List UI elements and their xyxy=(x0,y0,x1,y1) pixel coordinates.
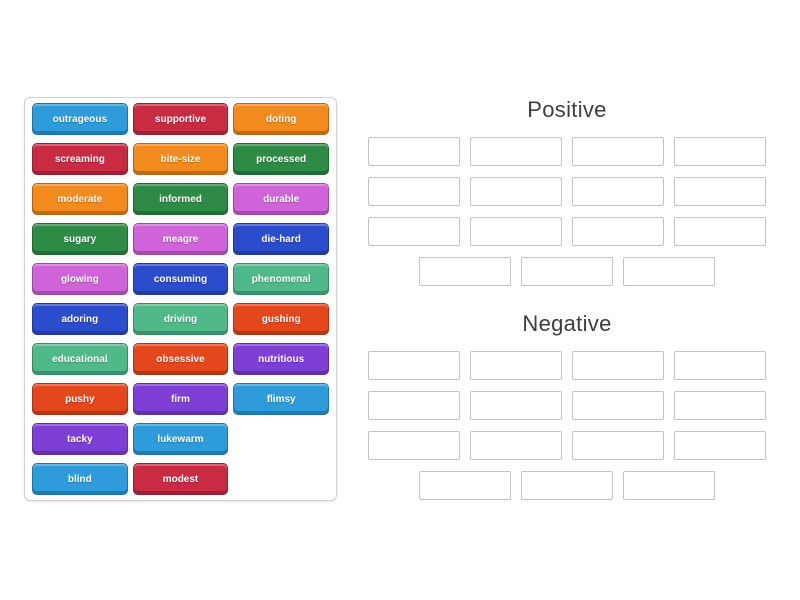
word-tile[interactable]: lukewarm xyxy=(132,423,229,455)
drop-slot[interactable] xyxy=(470,137,562,166)
drop-slot[interactable] xyxy=(368,351,460,380)
drop-slot[interactable] xyxy=(623,257,715,286)
word-bank: outrageous supportive doting screaming bite-… xyxy=(24,97,337,501)
slot-row xyxy=(368,391,766,420)
drop-slot[interactable] xyxy=(419,257,511,286)
word-tile[interactable]: meagre xyxy=(132,223,229,255)
drop-slot[interactable] xyxy=(674,217,766,246)
word-tile[interactable]: blind xyxy=(32,463,128,495)
drop-slot[interactable] xyxy=(470,431,562,460)
word-tile[interactable]: obsessive xyxy=(132,343,229,375)
word-tile[interactable]: durable xyxy=(233,183,329,215)
word-tile[interactable]: driving xyxy=(132,303,229,335)
drop-slot[interactable] xyxy=(521,471,613,500)
drop-slot[interactable] xyxy=(419,471,511,500)
drop-slot[interactable] xyxy=(470,351,562,380)
slot-row xyxy=(368,217,766,246)
slot-rows-negative xyxy=(368,351,766,500)
word-tile[interactable]: gushing xyxy=(233,303,329,335)
word-tile[interactable]: adoring xyxy=(32,303,128,335)
slot-rows-positive xyxy=(368,137,766,286)
slot-row xyxy=(419,471,715,500)
drop-slot[interactable] xyxy=(572,351,664,380)
slot-row xyxy=(368,431,766,460)
word-tile[interactable]: phenomenal xyxy=(233,263,329,295)
word-tile[interactable]: doting xyxy=(233,103,329,135)
word-tile[interactable]: modest xyxy=(132,463,229,495)
slot-row xyxy=(368,351,766,380)
drop-slot[interactable] xyxy=(674,137,766,166)
word-tile[interactable]: tacky xyxy=(32,423,128,455)
word-tile[interactable]: firm xyxy=(132,383,229,415)
word-tile[interactable]: screaming xyxy=(32,143,128,175)
word-tile[interactable]: glowing xyxy=(32,263,128,295)
word-tile[interactable]: supportive xyxy=(132,103,229,135)
drop-slot[interactable] xyxy=(368,177,460,206)
drop-slot[interactable] xyxy=(572,217,664,246)
slot-row xyxy=(368,177,766,206)
drop-slot[interactable] xyxy=(674,177,766,206)
drop-slot[interactable] xyxy=(572,137,664,166)
word-bank-grid: outrageous supportive doting screaming bite-… xyxy=(32,103,329,495)
drop-slot[interactable] xyxy=(368,431,460,460)
word-tile[interactable]: processed xyxy=(233,143,329,175)
drop-slot[interactable] xyxy=(572,391,664,420)
drop-slot[interactable] xyxy=(521,257,613,286)
word-tile[interactable]: sugary xyxy=(32,223,128,255)
word-tile[interactable]: informed xyxy=(132,183,229,215)
drop-slot[interactable] xyxy=(623,471,715,500)
word-tile[interactable]: pushy xyxy=(32,383,128,415)
drop-slot[interactable] xyxy=(572,431,664,460)
slot-row xyxy=(368,137,766,166)
drop-slot[interactable] xyxy=(368,137,460,166)
drop-slot[interactable] xyxy=(368,391,460,420)
word-tile[interactable]: die-hard xyxy=(233,223,329,255)
word-tile[interactable]: flimsy xyxy=(233,383,329,415)
drop-slot[interactable] xyxy=(674,431,766,460)
drop-slot[interactable] xyxy=(572,177,664,206)
drop-slot[interactable] xyxy=(674,391,766,420)
slot-row xyxy=(419,257,715,286)
word-tile[interactable]: bite-size xyxy=(132,143,229,175)
word-tile[interactable]: consuming xyxy=(132,263,229,295)
group-positive-title: Positive xyxy=(527,97,607,122)
word-tile[interactable]: educational xyxy=(32,343,128,375)
word-tile[interactable]: moderate xyxy=(32,183,128,215)
word-tile[interactable]: outrageous xyxy=(32,103,128,135)
drop-slot[interactable] xyxy=(368,217,460,246)
drop-slot[interactable] xyxy=(470,217,562,246)
group-negative: Negative xyxy=(368,310,766,500)
drop-slot[interactable] xyxy=(470,177,562,206)
word-tile[interactable]: nutritious xyxy=(233,343,329,375)
drop-slot[interactable] xyxy=(674,351,766,380)
drop-slot[interactable] xyxy=(470,391,562,420)
group-positive: Positive xyxy=(368,96,766,286)
group-negative-title: Negative xyxy=(522,311,612,336)
